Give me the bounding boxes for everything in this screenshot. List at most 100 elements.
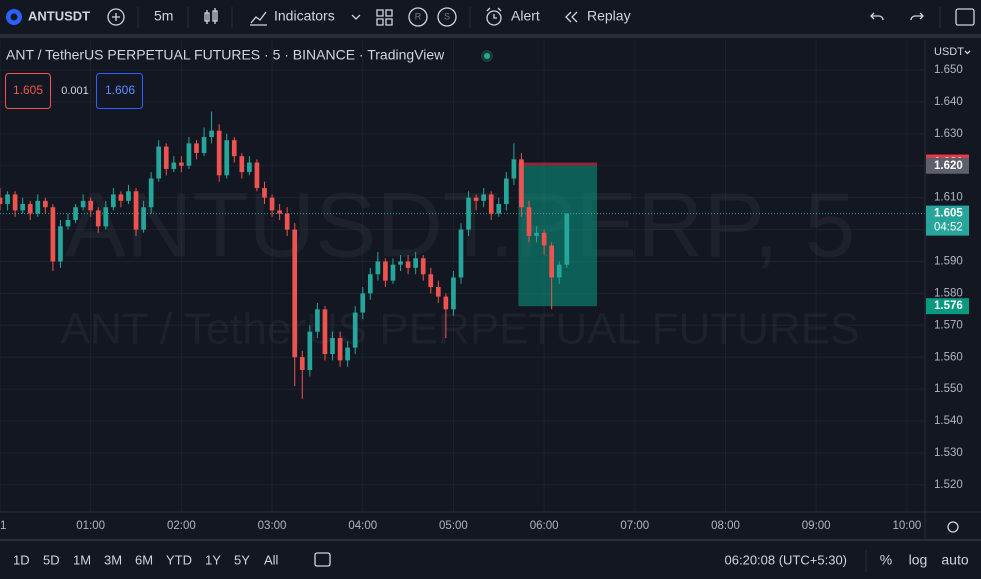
position-target-zone	[518, 165, 598, 307]
candle-body	[216, 130, 222, 176]
candle-body	[383, 261, 388, 281]
range-button[interactable]: 5Y	[234, 552, 250, 567]
x-tick-label: 06:00	[530, 520, 559, 532]
candle-body	[549, 245, 555, 278]
candle-body	[186, 143, 192, 166]
symbol-button[interactable]: ANTUSDT	[28, 8, 90, 23]
percent-button[interactable]: %	[880, 552, 892, 568]
candle-body	[80, 200, 86, 208]
clock: 06:20:08 (UTC+5:30)	[725, 552, 847, 567]
candle-body	[163, 146, 169, 169]
candle-body	[179, 162, 184, 166]
x-tick-label: 1	[0, 520, 6, 532]
candle-body	[95, 210, 101, 227]
y-tick-label: 1.570	[934, 319, 963, 331]
y-tick-label: 1.520	[934, 479, 963, 491]
candle-body	[65, 219, 71, 227]
candle-body	[564, 213, 570, 265]
s-button-circle	[437, 7, 457, 27]
x-tick-label: 05:00	[439, 520, 468, 532]
y-tick-label: 1.630	[934, 128, 963, 140]
alert-icon	[486, 10, 502, 26]
candle-body	[413, 258, 418, 268]
candle-body	[322, 309, 328, 355]
settings-button[interactable]	[947, 521, 959, 533]
auto-button[interactable]: auto	[941, 552, 968, 568]
chart-type-button[interactable]	[204, 8, 218, 24]
candle-body	[269, 197, 275, 211]
market-status-dot	[484, 53, 490, 59]
candle-body	[224, 140, 230, 176]
buy-button[interactable]: 1.606	[105, 83, 135, 97]
undo-button[interactable]	[870, 12, 884, 21]
x-tick-label: 04:00	[348, 520, 377, 532]
x-tick-label: 03:00	[258, 520, 287, 532]
compare-button[interactable]	[107, 8, 125, 26]
candle-body	[315, 309, 320, 332]
range-button[interactable]: 1D	[13, 552, 30, 567]
sell-button[interactable]: 1.605	[13, 83, 43, 97]
candle-body	[307, 331, 313, 370]
indicators-dropdown[interactable]	[351, 14, 361, 20]
candle-body	[254, 162, 260, 189]
s-button[interactable]: S	[444, 11, 450, 21]
candle-body	[405, 261, 411, 268]
x-tick-label: 02:00	[167, 520, 196, 532]
currency-button[interactable]: USDT	[934, 46, 964, 58]
buy-button-box	[96, 73, 143, 109]
candle-body	[58, 226, 63, 262]
candle-body	[239, 156, 245, 173]
replay-button[interactable]: Replay	[587, 8, 631, 24]
redo-button[interactable]	[910, 12, 924, 21]
y-tick-label: 1.610	[934, 192, 963, 204]
candle-body	[209, 130, 214, 138]
candle-body	[481, 194, 487, 201]
x-tick-label: 07:00	[620, 520, 649, 532]
position-stop-zone	[518, 162, 598, 166]
candle-body	[503, 178, 509, 205]
x-tick-label: 08:00	[711, 520, 740, 532]
candle-body	[360, 293, 366, 313]
chart-pane: ANTUSDT.PERP, 5 ANT / TetherUS PERPETUAL…	[0, 40, 925, 512]
y-tick-label: 1.580	[934, 287, 963, 299]
range-button[interactable]: YTD	[166, 552, 192, 567]
candle-body	[398, 261, 403, 265]
range-button[interactable]: All	[264, 552, 279, 567]
candle-body	[103, 207, 109, 227]
candle-body	[337, 338, 343, 361]
replay-icon	[565, 11, 578, 23]
y-tick-label: 1.530	[934, 447, 963, 459]
interval-button[interactable]: 5m	[154, 8, 173, 24]
candle-body	[262, 188, 267, 198]
candle-body	[35, 200, 41, 214]
last-price-label: 1.605	[934, 208, 963, 220]
indicators-button[interactable]: Indicators	[274, 8, 335, 24]
toolbar: ANTUSDT 5m Indicators R S Alert Replay	[6, 7, 975, 28]
candle-body	[20, 204, 26, 211]
candle-body	[556, 264, 562, 278]
x-tick-label: 10:00	[892, 520, 921, 532]
range-button[interactable]: 5D	[43, 552, 60, 567]
candle-body	[118, 194, 124, 201]
alert-button[interactable]: Alert	[511, 8, 540, 24]
r-button[interactable]: R	[415, 11, 422, 21]
range-button[interactable]: 3M	[104, 552, 122, 567]
candle-body	[88, 200, 94, 211]
candle-body	[526, 207, 532, 236]
range-button[interactable]: 1M	[73, 552, 91, 567]
target-price-label: 1.576	[934, 300, 963, 312]
candle-body	[443, 296, 449, 310]
alert-icon-hands	[486, 7, 502, 19]
range-button[interactable]: 6M	[135, 552, 153, 567]
candle-body	[519, 159, 524, 208]
candle-body	[277, 210, 282, 214]
layout-button[interactable]	[376, 9, 393, 26]
log-button[interactable]: log	[909, 552, 928, 568]
candle-body	[194, 143, 199, 153]
fullscreen-button[interactable]	[955, 8, 975, 26]
goto-date-button[interactable]	[314, 552, 331, 567]
candle-body	[292, 229, 298, 358]
range-button[interactable]: 1Y	[205, 552, 221, 567]
candle-body	[27, 204, 33, 214]
